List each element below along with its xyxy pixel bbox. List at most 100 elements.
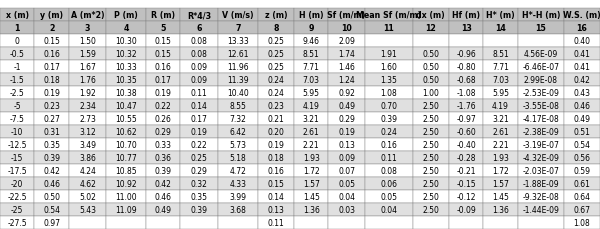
Text: 4.24: 4.24 — [79, 166, 96, 175]
Bar — [294, 100, 328, 113]
Text: 0.11: 0.11 — [380, 153, 397, 162]
Bar — [69, 100, 106, 113]
Bar — [218, 74, 257, 87]
Bar — [69, 113, 106, 125]
Text: 0.20: 0.20 — [268, 128, 284, 136]
Bar — [365, 35, 413, 48]
Bar — [257, 164, 294, 177]
Text: 0.19: 0.19 — [155, 89, 172, 98]
Text: 0.59: 0.59 — [574, 166, 590, 175]
Bar — [294, 177, 328, 190]
Bar — [484, 113, 518, 125]
Bar — [257, 22, 294, 35]
Bar — [257, 74, 294, 87]
Text: 0.39: 0.39 — [155, 166, 172, 175]
Bar — [484, 177, 518, 190]
Text: 0.15: 0.15 — [268, 179, 284, 188]
Text: 1.74: 1.74 — [338, 50, 355, 59]
Text: 2.50: 2.50 — [422, 128, 439, 136]
Bar — [0, 61, 34, 74]
Text: 2.99E-08: 2.99E-08 — [524, 76, 558, 85]
Text: 0.39: 0.39 — [380, 114, 397, 124]
Bar — [294, 216, 328, 229]
Text: 0.46: 0.46 — [574, 102, 590, 111]
Text: R*4/3: R*4/3 — [187, 11, 211, 20]
Bar — [146, 125, 181, 139]
Bar — [146, 216, 181, 229]
Bar — [181, 190, 218, 203]
Text: 11.96: 11.96 — [227, 63, 248, 72]
Bar — [365, 100, 413, 113]
Text: 1.57: 1.57 — [303, 179, 320, 188]
Text: 0.04: 0.04 — [380, 205, 397, 214]
Text: H (m): H (m) — [299, 11, 323, 20]
Text: 3: 3 — [85, 24, 91, 33]
Text: 0.17: 0.17 — [155, 76, 172, 85]
Bar — [218, 203, 257, 216]
Text: 0.14: 0.14 — [191, 102, 208, 111]
Text: 8: 8 — [273, 24, 278, 33]
Bar — [106, 139, 146, 151]
Text: 0.29: 0.29 — [191, 166, 208, 175]
Text: P (m): P (m) — [115, 11, 138, 20]
Text: 0.49: 0.49 — [338, 102, 355, 111]
Bar — [146, 164, 181, 177]
Bar — [218, 190, 257, 203]
Bar — [365, 9, 413, 22]
Text: 2.61: 2.61 — [303, 128, 320, 136]
Text: H* (m): H* (m) — [486, 11, 515, 20]
Text: 3.49: 3.49 — [79, 140, 96, 150]
Bar — [328, 9, 365, 22]
Bar — [518, 48, 563, 61]
Text: 14: 14 — [495, 24, 506, 33]
Text: -1: -1 — [13, 63, 21, 72]
Text: 0.26: 0.26 — [155, 114, 172, 124]
Bar — [0, 0, 600, 9]
Bar — [106, 22, 146, 35]
Bar — [218, 22, 257, 35]
Text: z (m): z (m) — [265, 11, 287, 20]
Bar — [69, 216, 106, 229]
Text: 16: 16 — [577, 24, 587, 33]
Text: 0.42: 0.42 — [574, 76, 590, 85]
Bar — [34, 22, 69, 35]
Bar — [365, 125, 413, 139]
Bar — [0, 216, 34, 229]
Text: -4.17E-08: -4.17E-08 — [523, 114, 559, 124]
Bar — [146, 9, 181, 22]
Bar — [218, 151, 257, 164]
Bar — [328, 139, 365, 151]
Text: 12: 12 — [425, 24, 436, 33]
Text: 2.34: 2.34 — [79, 102, 96, 111]
Bar — [106, 203, 146, 216]
Text: 0.31: 0.31 — [43, 128, 60, 136]
Bar — [449, 216, 484, 229]
Bar — [484, 87, 518, 100]
Bar — [257, 35, 294, 48]
Text: 0.25: 0.25 — [191, 153, 208, 162]
Text: 5.18: 5.18 — [229, 153, 246, 162]
Bar — [0, 113, 34, 125]
Text: 0.32: 0.32 — [191, 179, 208, 188]
Bar — [0, 203, 34, 216]
Bar — [34, 139, 69, 151]
Text: 0.08: 0.08 — [380, 166, 397, 175]
Bar — [413, 125, 449, 139]
Text: 0.51: 0.51 — [574, 128, 590, 136]
Text: 4.72: 4.72 — [229, 166, 246, 175]
Bar — [413, 151, 449, 164]
Bar — [257, 9, 294, 22]
Text: 2.50: 2.50 — [422, 205, 439, 214]
Bar — [365, 203, 413, 216]
Text: 1.35: 1.35 — [380, 76, 397, 85]
Bar — [449, 125, 484, 139]
Text: 0.24: 0.24 — [268, 76, 284, 85]
Bar — [518, 203, 563, 216]
Text: -0.97: -0.97 — [456, 114, 476, 124]
Bar — [294, 61, 328, 74]
Text: 9: 9 — [308, 24, 314, 33]
Bar — [69, 87, 106, 100]
Bar — [365, 74, 413, 87]
Bar — [449, 203, 484, 216]
Text: -0.21: -0.21 — [457, 166, 476, 175]
